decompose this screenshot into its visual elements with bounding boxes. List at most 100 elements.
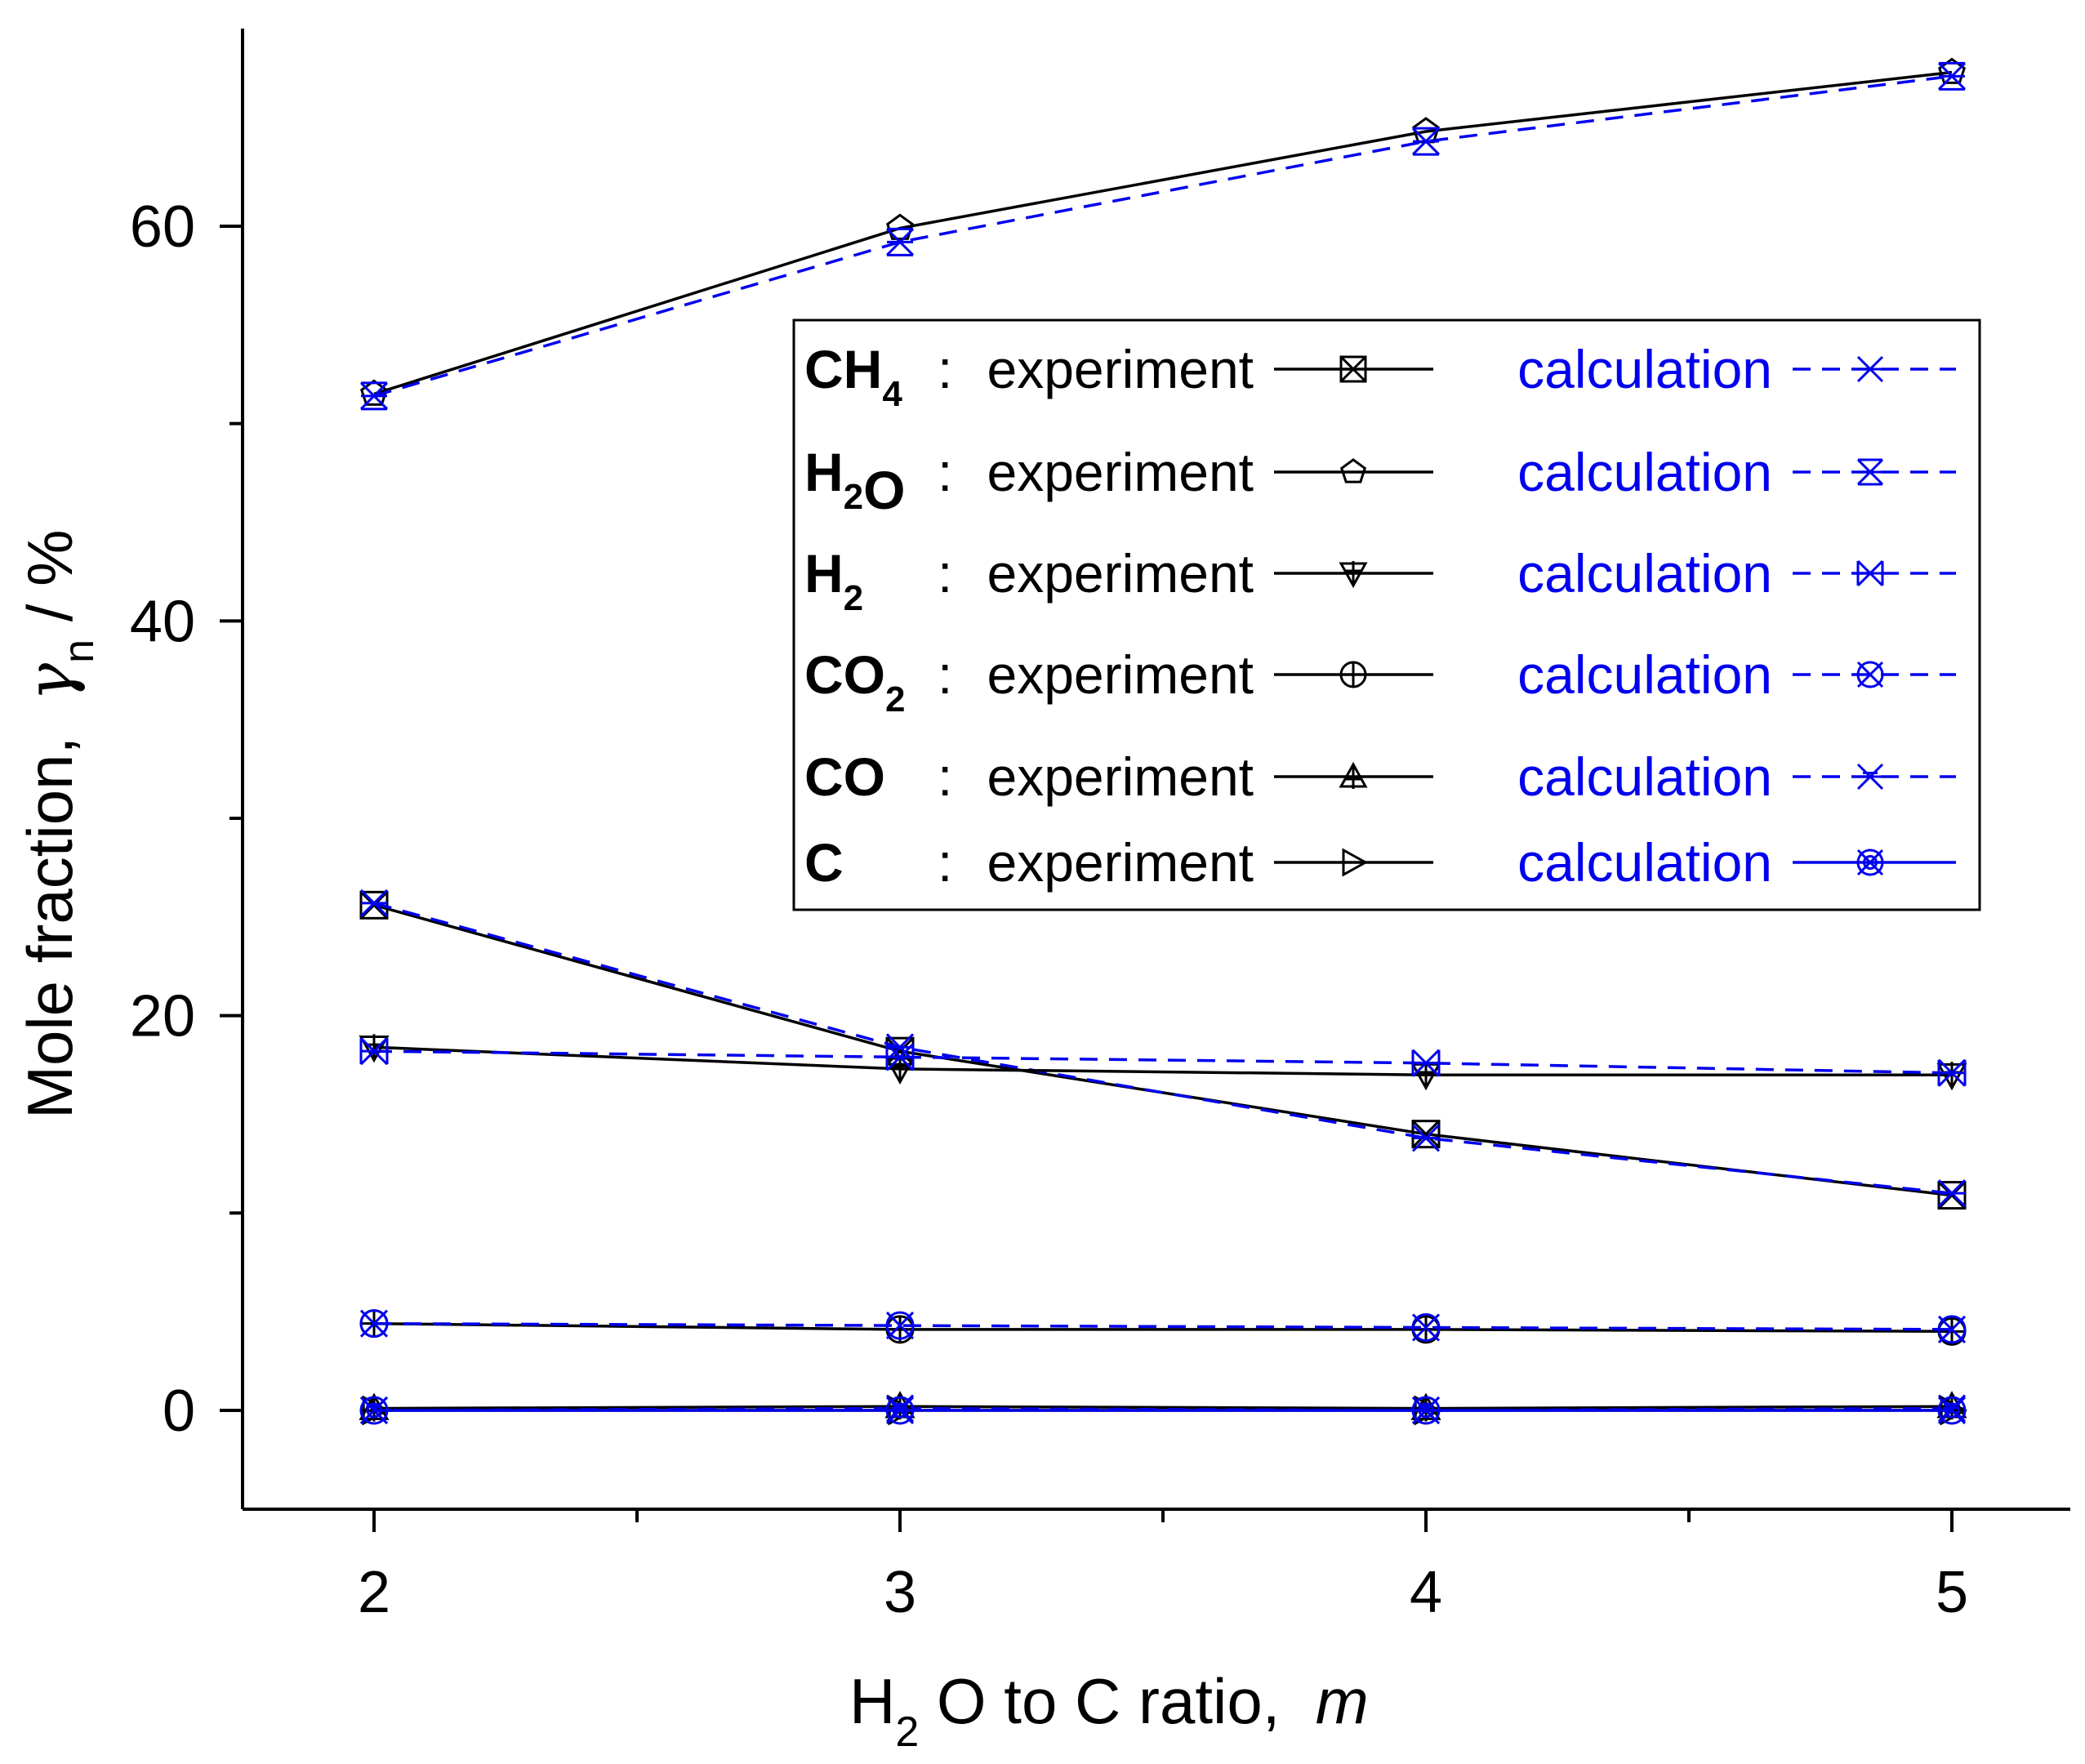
legend-species-name: H [804,442,844,502]
y-axis-title: Mole fraction, γn / % [14,530,103,1119]
x-axis-title: H2 O to C ratio, m [849,1665,1369,1756]
series-line [373,74,1953,398]
legend-experiment-marker [1339,561,1368,589]
data-point [1411,1315,1441,1344]
y-tick-label: 20 [130,984,195,1049]
legend-calculation-label: calculation [1517,339,1772,399]
legend-species-sub: 2 [844,578,863,618]
legend-species-sub: 2 [844,477,863,517]
series-line [373,70,1953,396]
data-point [1411,1120,1441,1149]
legend-calculation-marker [1856,355,1884,383]
legend-calculation-label: calculation [1517,832,1772,893]
legend-calculation-marker [1856,849,1884,876]
legend-experiment-marker [1339,355,1367,383]
series-line [373,1321,1953,1334]
data-point [885,227,915,256]
plot-area: 2 3 4 5 0 20 40 60 [130,29,2070,1625]
series-line [373,1049,1953,1075]
series-line [373,903,1953,1197]
legend-species-name: C [804,832,844,893]
legend-calculation-label: calculation [1517,442,1772,502]
y-tick-label: 60 [130,194,195,260]
series-co2-experiment [359,1309,1967,1346]
x-tick-label: 2 [358,1560,390,1625]
legend-experiment-label: experiment [987,644,1254,705]
x-axis-title-italic: m [1316,1665,1369,1737]
legend-calculation-marker [1856,559,1884,587]
series-line [373,902,1953,1195]
y-axis-title-pre: Mole fraction, [14,701,86,1119]
x-tick-label: 4 [1410,1560,1442,1625]
legend-row: C: experiment calculation [804,832,1956,893]
x-axis-title-pre: H [849,1665,895,1737]
legend-species-sub: 4 [882,374,902,414]
legend-separator: : [938,746,952,807]
y-tick-label: 0 [163,1379,195,1444]
series-line [373,1405,1953,1410]
legend-calculation-label: calculation [1517,746,1772,807]
legend-row: CO2: experiment calculation [804,644,1956,719]
legend-species: C [804,832,844,893]
axis-ticks: 2 3 4 5 0 20 40 60 [130,194,1968,1625]
data-point [886,213,914,240]
legend-experiment-label: experiment [987,543,1254,604]
legend-species: H2 [804,543,863,618]
legend-experiment-label: experiment [987,832,1254,893]
legend-experiment-label: experiment [987,442,1254,502]
legend-experiment-marker [1341,848,1369,877]
data-point [1411,1396,1441,1425]
legend-row: H2O: experiment calculation [804,442,1956,520]
x-axis-title-mid: O to C ratio, [919,1665,1315,1737]
data-point [1937,1179,1967,1208]
series-h2-calculation [359,1037,1967,1087]
x-axis-title-sub: 2 [895,1708,919,1756]
y-axis-title-gamma: γ [14,662,87,701]
data-point [1937,1396,1967,1425]
legend-experiment-marker [1339,661,1367,688]
data-point [359,1396,389,1425]
series-h2-experiment [359,1034,1967,1091]
data-point [359,1037,389,1066]
data-point [1937,1181,1967,1210]
y-axis-title-sub: n [56,639,103,663]
legend-calculation-label: calculation [1517,644,1772,705]
series-co2-calculation [359,1309,1967,1344]
data-point [359,890,389,920]
series-c-calculation [359,1396,1967,1425]
legend-row: H2: experiment calculation [804,543,1956,618]
data-point [1411,1049,1441,1077]
legend-separator: : [938,442,952,502]
legend-species-name: CO [804,644,885,705]
legend-calculation-marker [1856,763,1884,791]
series-h2o-calculation [359,61,1967,411]
legend-separator: : [938,644,952,705]
data-point [1411,1124,1441,1152]
data-point [1937,1316,1967,1346]
data-point [360,379,388,406]
x-tick-label: 3 [884,1560,916,1625]
data-point [885,1396,915,1425]
series-co-experiment [359,1391,1967,1422]
y-axis-title-post: / % [14,530,86,639]
series-group [359,57,1968,1426]
legend-calculation-marker [1856,458,1884,486]
series-ch4-experiment [359,890,1967,1210]
y-tick-label: 40 [130,589,195,654]
x-tick-label: 5 [1936,1560,1968,1625]
data-point [359,1309,389,1339]
legend-row: CH4: experiment calculation [804,339,1956,414]
legend-species: H2O [804,442,906,520]
legend-experiment-label: experiment [987,339,1254,399]
data-point [1411,1313,1441,1342]
data-point [885,1311,915,1340]
data-point [1937,61,1967,91]
legend-calculation-label: calculation [1517,543,1772,604]
legend-experiment-marker [1339,761,1368,789]
legend-experiment-label: experiment [987,746,1254,807]
series-line [373,1045,1952,1076]
legend-species: CO [804,746,885,807]
legend-species: CH4 [804,339,902,414]
